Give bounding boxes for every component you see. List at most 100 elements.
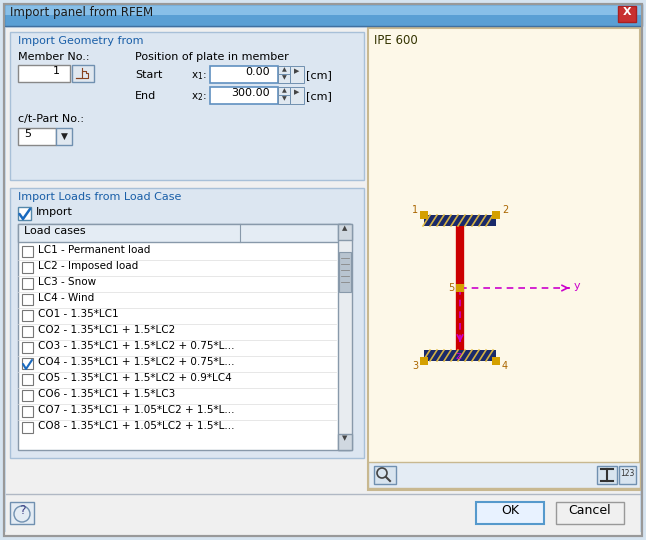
Bar [22, 390, 33, 401]
Bar [18, 224, 350, 450]
Bar [22, 358, 33, 369]
Bar [368, 462, 640, 488]
Bar [619, 466, 636, 484]
Bar [22, 422, 33, 433]
Bar [22, 294, 33, 305]
Text: 2: 2 [502, 205, 508, 215]
Text: Load cases: Load cases [24, 226, 86, 236]
Text: [cm]: [cm] [306, 91, 332, 101]
Bar [10, 188, 364, 458]
Text: :: : [203, 91, 207, 101]
Text: Cancel: Cancel [568, 504, 611, 517]
Text: y: y [574, 281, 581, 291]
Bar [210, 87, 278, 104]
Text: 300.00: 300.00 [231, 88, 270, 98]
Text: OK: OK [501, 504, 519, 517]
Text: Member No.:: Member No.: [18, 52, 90, 62]
Text: 1: 1 [197, 72, 202, 81]
Bar [22, 246, 33, 257]
Text: 5: 5 [448, 283, 454, 293]
Bar [22, 262, 33, 273]
Text: ▲: ▲ [282, 67, 286, 72]
Text: :: : [203, 70, 207, 80]
Bar [339, 252, 351, 292]
Text: 4: 4 [502, 361, 508, 371]
Bar [22, 278, 33, 289]
Bar [290, 66, 304, 83]
Bar [420, 357, 428, 365]
Bar [72, 65, 94, 82]
Bar [22, 342, 33, 353]
Text: 2: 2 [197, 93, 202, 102]
Bar [210, 66, 278, 83]
Text: c/t-Part No.:: c/t-Part No.: [18, 114, 84, 124]
Bar [618, 6, 636, 22]
Text: CO4 - 1.35*LC1 + 1.5*LC2 + 0.75*L...: CO4 - 1.35*LC1 + 1.5*LC2 + 0.75*L... [38, 357, 234, 367]
Text: 123: 123 [620, 469, 634, 478]
Bar [4, 4, 642, 26]
Bar [492, 357, 500, 365]
Bar [420, 211, 428, 219]
Text: x: x [192, 70, 198, 80]
Bar [338, 224, 352, 450]
Bar [338, 434, 352, 450]
Text: 1: 1 [53, 66, 60, 76]
Bar [476, 502, 544, 524]
Text: Start: Start [135, 70, 162, 80]
Text: 3: 3 [412, 361, 418, 371]
Bar [278, 66, 290, 74]
Bar [368, 28, 640, 490]
Text: x: x [192, 91, 198, 101]
Bar [338, 224, 352, 240]
Text: CO6 - 1.35*LC1 + 1.5*LC3: CO6 - 1.35*LC1 + 1.5*LC3 [38, 389, 175, 399]
Text: Import Geometry from: Import Geometry from [18, 36, 143, 46]
Bar [278, 95, 290, 104]
Bar [492, 211, 500, 219]
Bar [22, 310, 33, 321]
Bar [18, 224, 350, 242]
Text: End: End [135, 91, 156, 101]
Text: 1: 1 [412, 205, 418, 215]
Text: CO8 - 1.35*LC1 + 1.05*LC2 + 1.5*L...: CO8 - 1.35*LC1 + 1.05*LC2 + 1.5*L... [38, 421, 234, 431]
Bar [4, 4, 642, 15]
Text: LC1 - Permanent load: LC1 - Permanent load [38, 245, 151, 255]
Text: ▼: ▼ [282, 75, 286, 80]
Bar [4, 4, 642, 26]
Text: IPE 600: IPE 600 [374, 34, 418, 47]
Text: ▼: ▼ [342, 435, 348, 441]
Text: ▼: ▼ [282, 96, 286, 101]
Bar [22, 326, 33, 337]
Text: LC4 - Wind: LC4 - Wind [38, 293, 94, 303]
Text: LC3 - Snow: LC3 - Snow [38, 277, 96, 287]
Bar [10, 32, 364, 180]
Text: LC2 - Imposed load: LC2 - Imposed load [38, 261, 138, 271]
Text: [cm]: [cm] [306, 70, 332, 80]
Text: CO5 - 1.35*LC1 + 1.5*LC2 + 0.9*LC4: CO5 - 1.35*LC1 + 1.5*LC2 + 0.9*LC4 [38, 373, 232, 383]
Bar [424, 350, 496, 361]
Text: CO3 - 1.35*LC1 + 1.5*LC2 + 0.75*L...: CO3 - 1.35*LC1 + 1.5*LC2 + 0.75*L... [38, 341, 234, 351]
Text: ▶: ▶ [295, 68, 300, 74]
Bar [424, 215, 496, 226]
Bar [10, 502, 34, 524]
Bar [6, 494, 640, 534]
Text: X: X [623, 7, 631, 17]
Bar [374, 466, 396, 484]
Text: Position of plate in member: Position of plate in member [135, 52, 289, 62]
Bar [18, 65, 70, 82]
Bar [456, 284, 464, 292]
Text: ▶: ▶ [295, 89, 300, 95]
Bar [556, 502, 624, 524]
Bar [597, 466, 617, 484]
Bar [290, 87, 304, 104]
Bar [278, 87, 290, 95]
Bar [56, 128, 72, 145]
Text: ▼: ▼ [61, 132, 67, 140]
Text: CO1 - 1.35*LC1: CO1 - 1.35*LC1 [38, 309, 119, 319]
Text: z: z [455, 351, 461, 361]
Text: Import panel from RFEM: Import panel from RFEM [10, 6, 153, 19]
Text: ?: ? [19, 504, 25, 517]
Text: ▲: ▲ [342, 225, 348, 231]
Text: CO7 - 1.35*LC1 + 1.05*LC2 + 1.5*L...: CO7 - 1.35*LC1 + 1.05*LC2 + 1.5*L... [38, 405, 234, 415]
Text: Import: Import [36, 207, 73, 217]
Bar [278, 74, 290, 83]
